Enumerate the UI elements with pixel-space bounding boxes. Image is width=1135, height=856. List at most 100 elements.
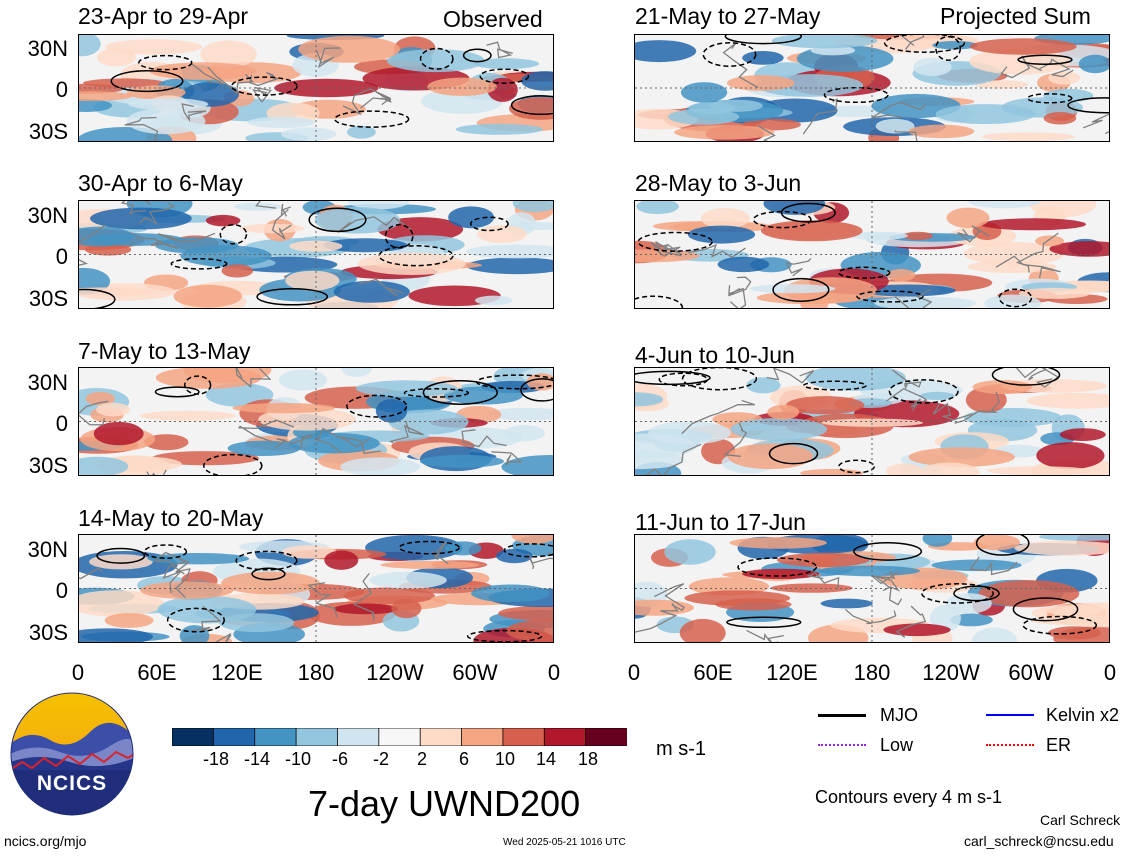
legend-line-er	[986, 744, 1034, 746]
anomaly-shading	[635, 433, 697, 459]
coastline	[255, 201, 277, 209]
map-field	[79, 535, 553, 642]
anomaly-shading	[1035, 235, 1064, 247]
mjo-contour	[143, 544, 188, 559]
anomaly-shading	[821, 418, 923, 427]
coastline	[191, 605, 222, 632]
map-field	[79, 201, 553, 308]
mjo-contour	[510, 95, 553, 116]
anomaly-shading	[281, 545, 337, 559]
map-field	[79, 35, 553, 141]
legend-label-kelvin: Kelvin x2	[1046, 705, 1120, 725]
colorbar-swatch	[337, 727, 380, 747]
anomaly-shading	[477, 225, 527, 243]
anomaly-shading	[89, 554, 153, 570]
legend-label-er: ER	[1046, 735, 1072, 755]
anomaly-shading	[340, 457, 421, 475]
anomaly-shading	[730, 418, 828, 441]
anomaly-shading	[635, 392, 664, 407]
anomaly-shading	[96, 402, 131, 417]
coastline	[995, 255, 1061, 279]
colorbar-label: 2	[416, 749, 427, 769]
anomaly-shading	[79, 590, 164, 617]
lon-label-60e: 60E	[137, 660, 177, 685]
coastline	[237, 419, 295, 443]
colorbar-label: -6	[331, 749, 348, 769]
mjo-contour	[658, 372, 709, 387]
anomaly-shading	[79, 99, 112, 112]
anomaly-shading	[180, 245, 272, 267]
anomaly-shading	[767, 404, 800, 420]
lon-label-0: 0	[71, 660, 85, 685]
anomaly-shading	[274, 78, 379, 98]
anomaly-shading	[1049, 241, 1109, 257]
anomaly-shading	[512, 201, 553, 213]
anomaly-shading	[963, 242, 1065, 266]
lat-label-30s: 30S	[28, 119, 68, 144]
lon-label-0: 0	[547, 660, 561, 685]
anomaly-shading	[908, 447, 1015, 467]
coastline	[359, 278, 404, 297]
coastline	[249, 71, 279, 87]
lat-label-30s: 30S	[28, 620, 68, 645]
mjo-contour	[520, 378, 553, 402]
anomaly-shading	[369, 571, 447, 589]
mjo-contour	[466, 629, 543, 642]
anomaly-shading	[357, 252, 466, 275]
coastline	[871, 571, 901, 592]
mjo-contour	[724, 35, 802, 45]
map-panel-l4	[78, 534, 554, 643]
anomaly-shading	[908, 124, 975, 139]
footer-url[interactable]: ncics.org/mjo	[4, 833, 87, 849]
coastline	[235, 368, 272, 389]
mjo-contour	[1017, 54, 1073, 65]
anomaly-shading	[128, 98, 209, 111]
anomaly-shading	[913, 57, 952, 77]
anomaly-shading	[972, 380, 1032, 395]
anomaly-shading	[79, 35, 101, 57]
coastline	[886, 387, 928, 411]
anomaly-shading	[935, 104, 1036, 125]
map-field	[635, 535, 1109, 642]
anomaly-shading	[487, 77, 518, 102]
mjo-contour	[469, 216, 509, 232]
lat-label-30n: 30N	[27, 537, 68, 562]
mjo-contour	[935, 35, 962, 61]
anomaly-shading	[427, 77, 497, 96]
legend-line-mjo	[818, 714, 866, 717]
map-panel-l3	[78, 367, 554, 476]
coastline	[1015, 368, 1060, 388]
mjo-contour	[1012, 597, 1079, 622]
lat-label-eq: 0	[55, 578, 68, 603]
colorbar-label: 10	[494, 749, 516, 769]
mjo-contour	[346, 394, 408, 418]
colorbar-swatch	[585, 727, 628, 747]
anomaly-shading	[471, 584, 550, 603]
mjo-contour	[203, 453, 263, 475]
anomaly-shading	[700, 208, 750, 229]
mjo-contour	[726, 616, 802, 629]
anomaly-shading	[1036, 442, 1105, 470]
coastline	[892, 369, 922, 390]
anomaly-shading	[200, 40, 257, 68]
anomaly-shading	[729, 537, 827, 549]
anomaly-shading	[945, 593, 992, 614]
colorbar-label: -10	[284, 749, 311, 769]
coastline	[728, 285, 747, 308]
lat-label-eq: 0	[55, 411, 68, 436]
colorbar-swatch	[171, 727, 215, 747]
coastline	[635, 603, 679, 633]
colorbar-label: -2	[372, 749, 389, 769]
panel-title-l3: 7-May to 13-May	[78, 338, 251, 364]
anomaly-shading	[474, 295, 513, 306]
colorbar-swatch	[378, 727, 422, 747]
footer-email[interactable]: carl_schreck@ncsu.edu	[964, 833, 1114, 849]
lat-label-30s: 30S	[28, 453, 68, 478]
coastline	[352, 572, 375, 621]
anomaly-shading	[375, 399, 408, 423]
anomaly-shading	[986, 466, 1092, 475]
mjo-contour	[838, 459, 876, 474]
anomaly-shading	[746, 377, 781, 394]
coastline	[79, 224, 106, 266]
anomaly-shading	[679, 618, 726, 642]
